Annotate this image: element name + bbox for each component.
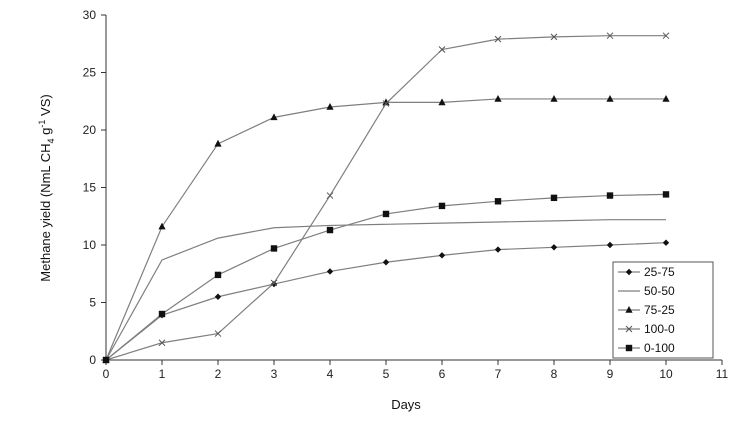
square-marker bbox=[326, 226, 334, 234]
y-tick-label: 0 bbox=[89, 353, 96, 367]
x-marker bbox=[662, 32, 670, 40]
x-tick-label: 8 bbox=[551, 367, 558, 381]
triangle-marker bbox=[550, 94, 558, 102]
square-marker bbox=[494, 198, 502, 205]
legend-label: 0-100 bbox=[644, 341, 675, 355]
legend: 25-75 50-50 75-25 100-0 0-100 bbox=[612, 261, 714, 359]
series-100-0 bbox=[102, 32, 670, 364]
y-tick-label: 20 bbox=[83, 123, 97, 137]
x-marker bbox=[326, 192, 334, 199]
tick-marks: 0 1 2 3 4 5 6 7 8 9 10 11 0 5 10 15 20 25 30 bbox=[83, 8, 729, 381]
x-axis-title: Days bbox=[391, 397, 421, 412]
y-axis-title-sub: 4 bbox=[46, 138, 56, 143]
square-marker bbox=[102, 356, 110, 364]
legend-label: 75-25 bbox=[644, 303, 675, 317]
x-marker bbox=[550, 33, 558, 41]
legend-item-25-75: 25-75 bbox=[618, 265, 675, 279]
square-marker bbox=[550, 194, 558, 202]
x-tick-label: 10 bbox=[659, 367, 673, 381]
legend-label: 50-50 bbox=[644, 284, 675, 298]
square-marker bbox=[382, 210, 390, 218]
y-axis-title-sup: -1 bbox=[37, 120, 47, 128]
x-tick-label: 9 bbox=[607, 367, 614, 381]
y-axis-title: Methane yield (NmL CH4 g-1 VS) bbox=[37, 94, 56, 281]
x-tick-label: 2 bbox=[215, 367, 222, 381]
triangle-marker bbox=[625, 306, 633, 313]
legend-item-75-25: 75-25 bbox=[618, 303, 675, 317]
y-tick-label: 10 bbox=[83, 238, 97, 252]
legend-item-0-100: 0-100 bbox=[618, 341, 675, 355]
y-axis-title-end: VS) bbox=[38, 94, 53, 119]
diamond-marker bbox=[494, 246, 502, 253]
diamond-marker bbox=[625, 268, 633, 276]
square-marker bbox=[158, 310, 166, 318]
triangle-marker bbox=[438, 98, 446, 106]
triangle-marker bbox=[494, 94, 502, 102]
x-tick-label: 11 bbox=[716, 367, 729, 381]
square-marker bbox=[625, 344, 633, 352]
square-marker bbox=[270, 245, 278, 252]
triangle-marker bbox=[382, 98, 390, 106]
x-marker bbox=[214, 330, 222, 337]
triangle-marker bbox=[326, 103, 334, 110]
triangle-marker bbox=[214, 139, 222, 147]
diamond-marker bbox=[382, 259, 390, 266]
diamond-marker bbox=[662, 239, 670, 246]
y-tick-label: 25 bbox=[83, 66, 97, 80]
x-marker bbox=[270, 279, 278, 287]
x-marker bbox=[625, 325, 633, 333]
legend-item-100-0: 100-0 bbox=[618, 322, 675, 336]
x-tick-label: 1 bbox=[159, 367, 166, 381]
series-75-25 bbox=[102, 94, 670, 363]
x-marker bbox=[158, 339, 166, 347]
triangle-marker bbox=[158, 222, 166, 230]
legend-item-50-50: 50-50 bbox=[618, 284, 675, 298]
square-marker bbox=[606, 192, 614, 199]
diamond-marker bbox=[270, 280, 278, 288]
triangle-marker bbox=[270, 113, 278, 121]
legend-label: 100-0 bbox=[644, 322, 675, 336]
y-axis-title-mid: g bbox=[38, 128, 53, 139]
x-tick-label: 5 bbox=[383, 367, 390, 381]
square-marker bbox=[214, 271, 222, 279]
y-tick-label: 15 bbox=[83, 181, 97, 195]
diamond-marker bbox=[326, 268, 334, 275]
y-axis-title-main: Methane yield (NmL CH bbox=[38, 143, 53, 281]
x-marker bbox=[438, 46, 446, 53]
x-tick-label: 3 bbox=[271, 367, 278, 381]
series-0-100 bbox=[102, 191, 670, 364]
triangle-marker bbox=[606, 94, 614, 102]
diamond-marker bbox=[606, 241, 614, 249]
y-tick-label: 5 bbox=[89, 296, 96, 310]
x-tick-label: 0 bbox=[103, 367, 110, 381]
diamond-marker bbox=[214, 293, 222, 300]
x-tick-label: 7 bbox=[495, 367, 502, 381]
x-tick-label: 4 bbox=[327, 367, 334, 381]
triangle-marker bbox=[662, 94, 670, 102]
series-layer bbox=[102, 32, 670, 364]
series-line-50-50 bbox=[105, 219, 666, 361]
legend-label: 25-75 bbox=[644, 265, 675, 279]
y-tick-label: 30 bbox=[83, 8, 97, 22]
x-tick-label: 6 bbox=[439, 367, 446, 381]
diamond-marker bbox=[550, 244, 558, 251]
x-marker bbox=[494, 35, 502, 43]
square-marker bbox=[662, 191, 670, 198]
square-marker bbox=[438, 202, 446, 210]
x-marker bbox=[606, 32, 614, 40]
series-50-50 bbox=[105, 219, 666, 361]
diamond-marker bbox=[438, 252, 446, 259]
x-marker bbox=[382, 100, 390, 107]
